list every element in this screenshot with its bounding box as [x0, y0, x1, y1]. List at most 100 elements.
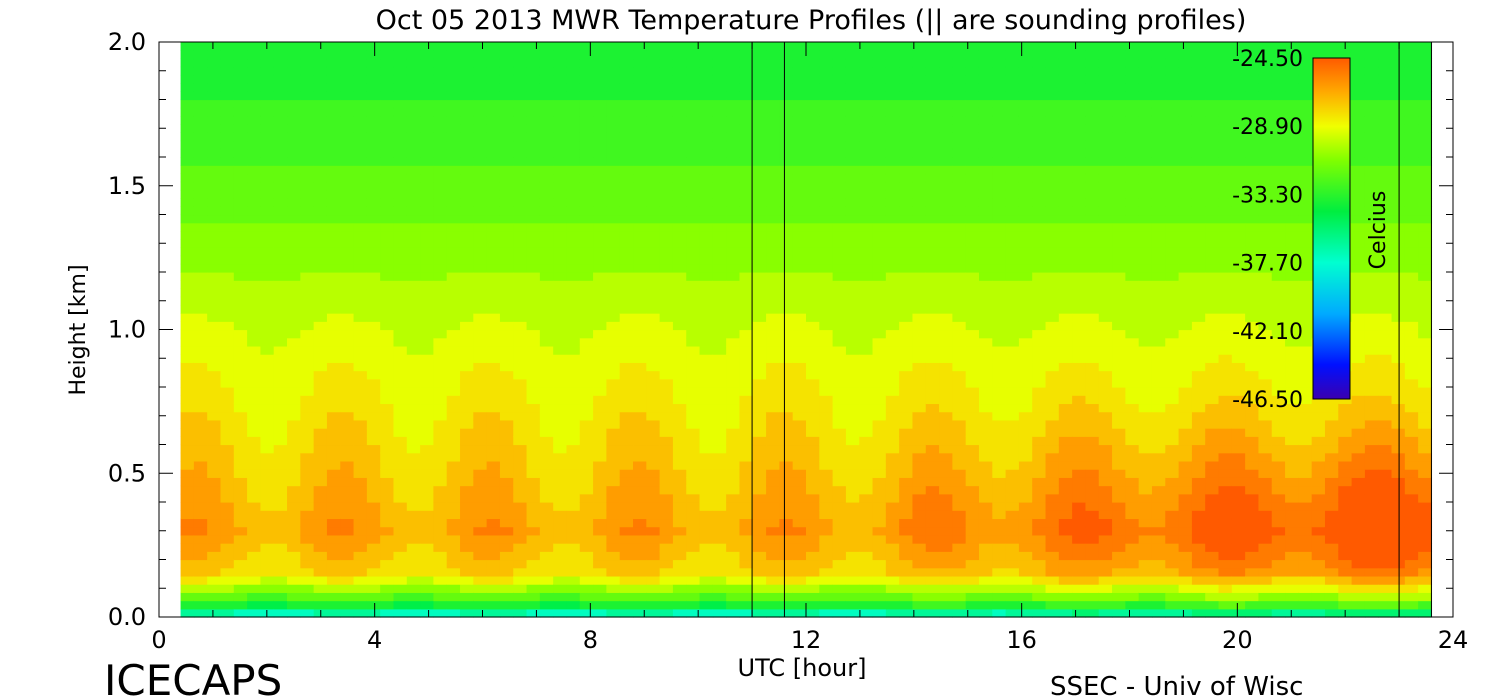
heatmap-cell [1072, 66, 1087, 76]
heatmap-cell [1058, 107, 1073, 117]
heatmap-cell [779, 181, 794, 191]
heatmap-cell [406, 378, 421, 388]
heatmap-cell [287, 526, 301, 536]
heatmap-cell [460, 66, 474, 76]
heatmap-cell [420, 411, 434, 421]
heatmap-cell [406, 255, 421, 265]
heatmap-cell [247, 165, 262, 175]
heatmap-cell [792, 263, 807, 273]
heatmap-cell [912, 42, 927, 51]
heatmap-cell [486, 493, 501, 503]
heatmap-cell [619, 600, 634, 610]
heatmap-cell [247, 567, 262, 577]
heatmap-cell [1045, 181, 1060, 191]
heatmap-cell [460, 419, 474, 429]
heatmap-cell [806, 608, 820, 618]
heatmap-cell [340, 313, 355, 322]
heatmap-cell [659, 362, 674, 372]
heatmap-cell [1058, 436, 1073, 446]
heatmap-cell [912, 370, 927, 380]
heatmap-cell [832, 313, 847, 322]
heatmap-cell [180, 387, 195, 396]
heatmap-cell [539, 148, 554, 158]
heatmap-cell [1085, 313, 1100, 322]
heatmap-cell [513, 255, 528, 265]
heatmap-cell [526, 206, 541, 216]
heatmap-cell [273, 272, 288, 281]
heatmap-cell [393, 452, 408, 462]
heatmap-cell [1072, 543, 1087, 552]
heatmap-cell [326, 526, 341, 536]
heatmap-cell [1125, 608, 1140, 618]
heatmap-cell [1045, 74, 1060, 84]
heatmap-cell [446, 222, 461, 232]
heatmap-cell [885, 543, 900, 552]
heatmap-cell [420, 66, 434, 76]
heatmap-cell [513, 239, 528, 248]
heatmap-cell [220, 157, 235, 166]
heatmap-cell [326, 83, 341, 92]
heatmap-cell [939, 608, 953, 618]
heatmap-cell [579, 214, 594, 224]
heatmap-cell [1032, 124, 1047, 133]
heatmap-cell [712, 362, 727, 372]
heatmap-cell [420, 58, 434, 68]
heatmap-cell [672, 222, 687, 232]
heatmap-cell [965, 230, 980, 240]
heatmap-cell [779, 288, 794, 298]
heatmap-cell [1098, 214, 1113, 224]
heatmap-cell [1085, 288, 1100, 298]
heatmap-cell [566, 124, 581, 133]
heatmap-cell [300, 337, 315, 347]
heatmap-cell [273, 157, 288, 166]
heatmap-cell [473, 428, 488, 437]
heatmap-cell [1098, 148, 1113, 158]
heatmap-cell [393, 189, 408, 199]
heatmap-cell [792, 329, 807, 339]
heatmap-cell [606, 534, 621, 544]
heatmap-cell [433, 214, 448, 224]
heatmap-cell [845, 230, 860, 240]
heatmap-cell [699, 173, 714, 183]
heatmap-cell [460, 559, 474, 569]
heatmap-cell [792, 362, 807, 372]
heatmap-cell [207, 296, 222, 306]
heatmap-cell [1032, 255, 1047, 265]
heatmap-cell [1032, 115, 1047, 125]
heatmap-cell [513, 230, 528, 240]
heatmap-cell [699, 272, 714, 281]
heatmap-cell [739, 403, 754, 413]
heatmap-cell [899, 239, 914, 248]
heatmap-cell [659, 99, 674, 109]
heatmap-cell [885, 444, 900, 454]
heatmap-cell [553, 526, 568, 536]
heatmap-cell [526, 428, 541, 437]
heatmap-cell [633, 165, 647, 175]
heatmap-cell [779, 189, 794, 199]
heatmap-cell [513, 91, 528, 101]
heatmap-cell [593, 452, 607, 462]
heatmap-cell [326, 345, 341, 355]
heatmap-cell [513, 42, 528, 51]
heatmap-cell [300, 99, 315, 109]
heatmap-cell [752, 345, 767, 355]
heatmap-cell [739, 477, 754, 487]
heatmap-cell [619, 181, 634, 191]
heatmap-cell [925, 559, 940, 569]
heatmap-cell [845, 280, 860, 290]
heatmap-cell [819, 148, 834, 158]
heatmap-cell [433, 288, 448, 298]
heatmap-cell [420, 157, 434, 166]
heatmap-cell [473, 419, 488, 429]
heatmap-cell [553, 247, 568, 257]
heatmap-cell [513, 66, 528, 76]
heatmap-cell [1058, 148, 1073, 158]
heatmap-cell [726, 288, 741, 298]
heatmap-cell [326, 411, 341, 421]
heatmap-cell [473, 526, 488, 536]
heatmap-cell [699, 411, 714, 421]
heatmap-cell [1098, 608, 1113, 618]
heatmap-cell [806, 452, 820, 462]
heatmap-cell [366, 313, 381, 322]
heatmap-cell [633, 518, 647, 528]
